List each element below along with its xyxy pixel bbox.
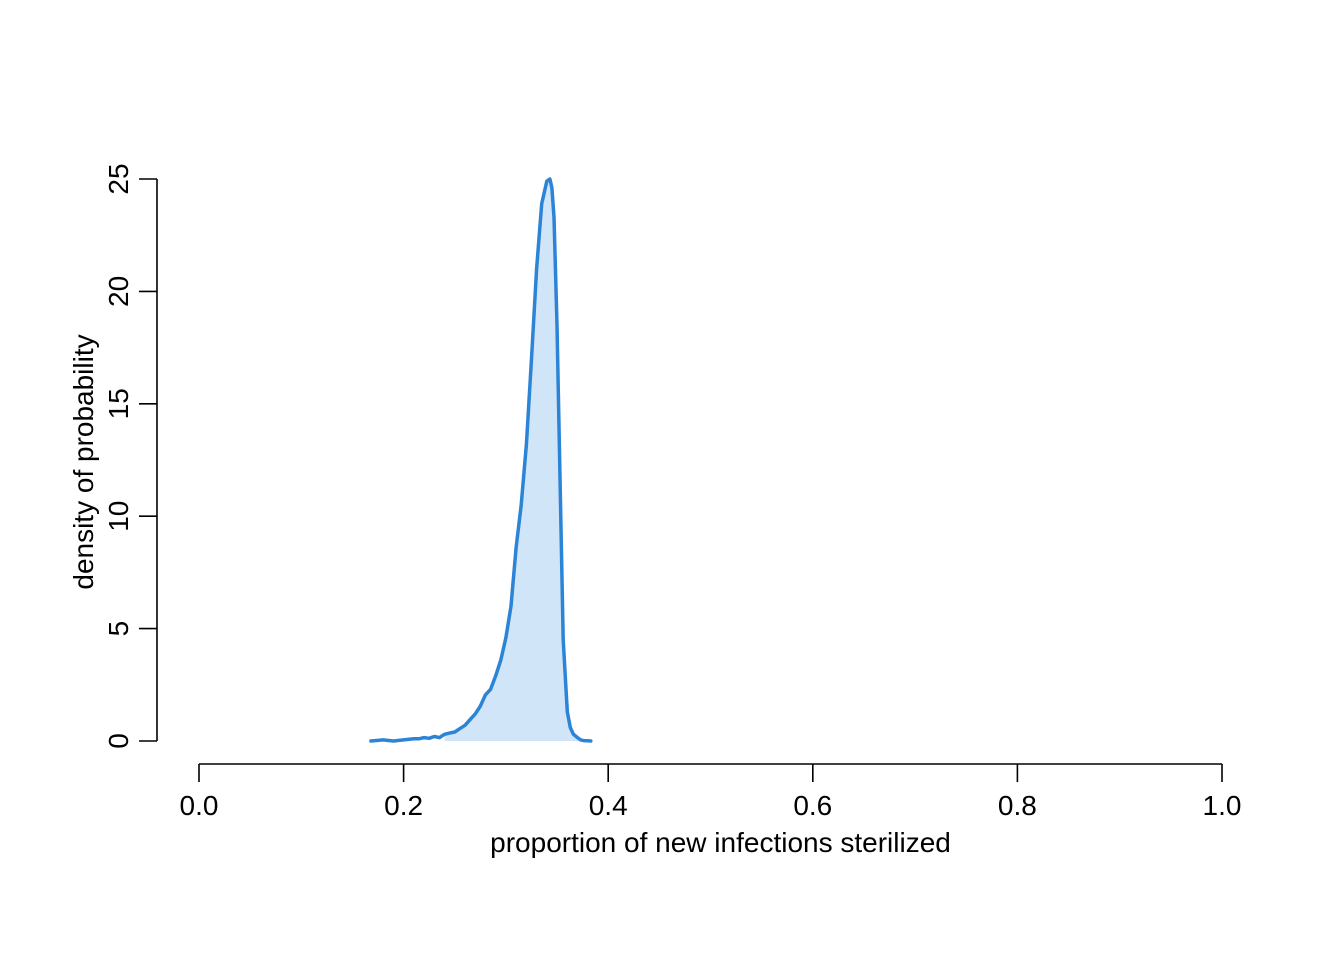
y-axis-title: density of probability bbox=[68, 334, 99, 589]
y-tick-label: 20 bbox=[103, 276, 134, 307]
y-tick-label: 15 bbox=[103, 388, 134, 419]
y-axis-ticks: 0 5 10 15 20 25 bbox=[103, 163, 157, 749]
y-tick-label: 5 bbox=[103, 621, 134, 637]
y-tick-label: 25 bbox=[103, 163, 134, 194]
y-tick-label: 0 bbox=[103, 733, 134, 749]
density-curve-line bbox=[369, 177, 593, 743]
x-tick-label: 0.0 bbox=[180, 790, 219, 821]
x-tick-label: 0.8 bbox=[998, 790, 1037, 821]
x-tick-label: 0.4 bbox=[589, 790, 628, 821]
x-tick-label: 0.2 bbox=[384, 790, 423, 821]
y-tick-label: 10 bbox=[103, 501, 134, 532]
x-axis-ticks: 0.0 0.2 0.4 0.6 0.8 1.0 bbox=[180, 764, 1242, 821]
density-area-fill bbox=[444, 179, 591, 741]
x-axis-title: proportion of new infections sterilized bbox=[490, 827, 951, 858]
x-tick-label: 0.6 bbox=[793, 790, 832, 821]
x-tick-label: 1.0 bbox=[1203, 790, 1242, 821]
